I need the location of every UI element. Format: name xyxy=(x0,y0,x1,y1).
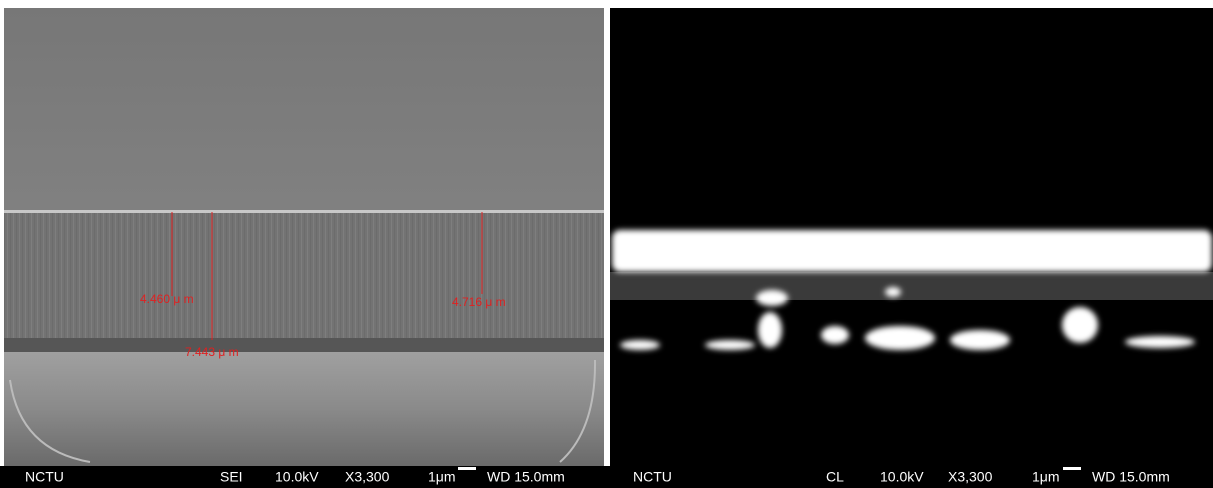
film-layer xyxy=(4,213,604,338)
magnification: X3,300 xyxy=(345,469,390,485)
org: NCTU xyxy=(633,469,672,485)
scale: 1μm xyxy=(1032,469,1060,485)
magnification: X3,300 xyxy=(948,469,993,485)
detector: SEI xyxy=(220,469,243,485)
measurement: 4.460 μ m xyxy=(140,292,194,306)
luminescence xyxy=(612,230,1212,350)
measurement: 7.443 μ m xyxy=(185,345,239,359)
measurement: 4.716 μ m xyxy=(452,295,506,309)
sei-info: NCTU SEI 10.0kV X3,300 1μm WD 15.0mm xyxy=(25,467,565,485)
scale: 1μm xyxy=(428,469,456,485)
working-distance: WD 15.0mm xyxy=(1092,469,1170,485)
scale-bar xyxy=(1063,467,1081,470)
film-edge xyxy=(4,210,604,213)
edge-artifact xyxy=(9,359,597,463)
measure-lines xyxy=(171,212,483,340)
sei-panel: 4.460 μ m 7.443 μ m 4.716 μ m xyxy=(4,8,604,466)
voltage: 10.0kV xyxy=(880,469,924,485)
gray-band xyxy=(610,272,1213,300)
voltage: 10.0kV xyxy=(275,469,319,485)
cl-info: NCTU CL 10.0kV X3,300 1μm WD 15.0mm xyxy=(633,467,1170,485)
detector: CL xyxy=(826,469,844,485)
org: NCTU xyxy=(25,469,64,485)
info-bar xyxy=(0,466,1213,488)
interface-band xyxy=(4,338,604,352)
substrate xyxy=(4,352,604,466)
cl-panel xyxy=(610,8,1213,466)
working-distance: WD 15.0mm xyxy=(487,469,565,485)
scale-bar xyxy=(458,467,476,470)
